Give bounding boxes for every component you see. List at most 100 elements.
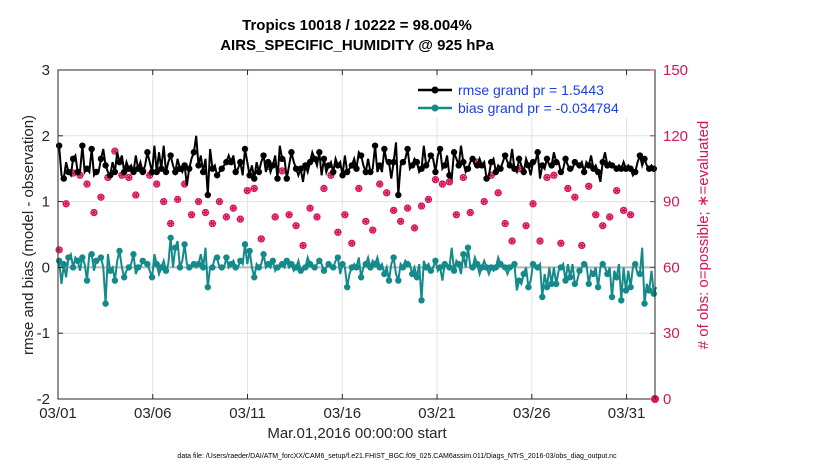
bias-point [255,264,263,271]
bias-point [483,264,490,271]
rmse-point [367,168,374,176]
obs-evaluated-point [557,239,565,247]
obs-evaluated-point [229,204,237,212]
bias-point [69,264,77,271]
bias-point [213,254,221,261]
bias-point [260,251,267,258]
rmse-point [594,168,602,176]
right-y-axis-ticks: 0 30 60 90 120 150 [650,62,688,408]
rmse-point [529,158,537,166]
right-y-tick-label: 60 [663,259,680,276]
rmse-point [376,162,383,169]
x-tick-label: 03/31 [608,405,646,422]
obs-evaluated-point [243,187,251,195]
left-y-axis-ticks: -2 -1 0 1 2 3 [37,62,63,408]
rmse-point [576,162,583,169]
bias-point [186,264,193,271]
bias-point [79,254,86,261]
rmse-point [501,152,509,159]
rmse-point [288,149,295,156]
bias-point [172,244,179,251]
bias-point [362,260,369,268]
bias-point [506,264,513,271]
rmse-point [297,165,304,172]
bias-point [511,260,518,268]
bias-point [478,264,486,271]
rmse-point [371,142,379,149]
bias-point [580,260,588,268]
rmse-point [311,155,318,163]
bias-point [450,267,458,274]
bias-point [232,264,239,271]
obs-evaluated-point [222,213,230,221]
obs-evaluated-stroke [412,224,417,232]
rmse-point [134,165,142,172]
bias-point [223,254,230,261]
bias-point [306,260,314,268]
bias-point [120,274,128,281]
rmse-point [399,158,407,166]
rmse-point [381,145,388,153]
obs-evaluated-point [571,193,579,201]
rmse-point [55,142,63,149]
obs-evaluated-stroke [405,204,410,212]
right-y-tick-label: 150 [663,62,688,79]
bias-point [343,283,351,291]
legend-box [410,78,650,118]
bias-point [316,257,323,265]
bias-point [218,264,225,271]
rmse-point [190,149,198,156]
obs-evaluated-point [285,211,293,219]
obs-evaluated-stroke [467,209,473,216]
rmse-point [316,149,323,156]
obs-evaluated-point [188,211,196,219]
right-y-tick-label: 90 [663,194,680,211]
rmse-point [83,165,91,172]
rmse-point [469,155,476,163]
x-tick-label: 03/06 [134,405,172,422]
rmse-point [627,165,634,172]
obs-evaluated-point [411,224,419,232]
bias-point [413,274,421,281]
rmse-point [483,175,490,182]
rmse-point [432,168,439,176]
bias-point [348,264,356,271]
obs-evaluated-stroke [133,191,139,199]
obs-evaluated-stroke [237,215,243,223]
bias-point [65,254,72,261]
right-y-tick-label: 30 [663,325,680,342]
obs-evaluated-point [195,198,203,205]
bias-point [176,264,184,271]
x-tick-label: 03/16 [324,405,362,422]
legend-bias-label: bias grand pr = -0.034784 [458,100,619,116]
rmse-point [97,155,105,163]
rmse-point [172,168,179,176]
obs-evaluated-point [369,226,377,234]
obs-evaluated-stroke [502,220,508,227]
bias-point [501,264,509,271]
rmse-point [590,165,597,172]
rmse-point [195,162,202,169]
rmse-point [353,165,360,172]
obs-evaluated-point [606,213,614,221]
rmse-point [409,162,416,169]
rmse-point [450,149,458,156]
obs-evaluated-point [536,237,544,245]
right-y-axis-label: # of obs: o=possible; ∗=evaluated [695,121,712,350]
left-y-tick-label: 2 [42,128,50,145]
rmse-point [209,165,216,172]
bias-point [83,277,91,284]
obs-evaluated-stroke [447,178,452,186]
bias-point [153,260,160,268]
obs-evaluated-stroke [98,193,104,201]
bias-point [618,297,625,304]
bias-point [436,264,444,271]
bias-point [636,270,644,278]
rmse-point [422,162,430,169]
rmse-point [446,172,453,179]
rmse-point [227,158,235,166]
bias-point [288,260,295,268]
rmse-point [148,168,156,176]
obs-evaluated-point [299,242,307,249]
obs-evaluated-stroke [370,226,376,234]
